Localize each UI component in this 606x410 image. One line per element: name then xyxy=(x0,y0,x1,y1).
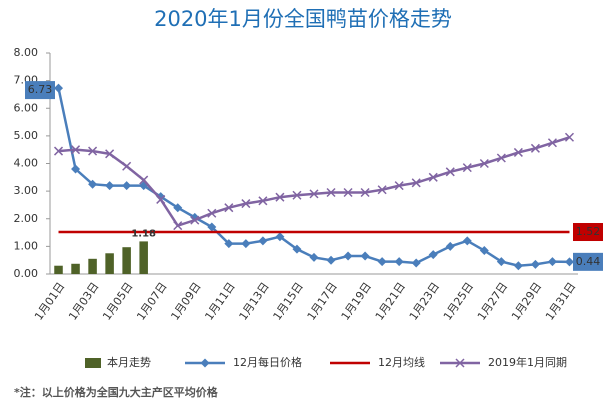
point xyxy=(207,222,217,232)
point xyxy=(513,147,523,157)
y-tick-label: 2.00 xyxy=(14,212,39,225)
point xyxy=(377,185,387,195)
point xyxy=(411,178,421,188)
point xyxy=(547,257,557,267)
point xyxy=(547,138,557,148)
point xyxy=(564,132,575,142)
bar xyxy=(122,247,131,274)
bar xyxy=(105,253,114,274)
point xyxy=(105,149,115,159)
point xyxy=(377,257,387,267)
legend-marker xyxy=(455,358,465,368)
point xyxy=(156,194,166,204)
y-tick-label: 6.00 xyxy=(14,101,39,114)
data-label: 0.44 xyxy=(576,255,601,268)
point xyxy=(71,164,81,174)
point xyxy=(530,143,540,153)
point xyxy=(411,258,421,268)
point xyxy=(445,241,455,251)
legend-label: 12月每日价格 xyxy=(233,355,302,369)
point xyxy=(122,161,132,171)
point xyxy=(479,246,489,256)
y-tick-label: 3.00 xyxy=(14,184,39,197)
point xyxy=(530,259,540,269)
y-tick-label: 8.00 xyxy=(14,46,39,59)
data-label: 1.18 xyxy=(131,228,156,239)
legend-label: 2019年1月同期 xyxy=(488,355,567,369)
point xyxy=(54,83,64,93)
bar xyxy=(139,241,148,274)
point xyxy=(564,257,574,267)
point xyxy=(496,153,506,163)
data-label-box xyxy=(25,81,55,100)
chart-title: 2020年1月份全国鸭苗价格走势 xyxy=(154,7,452,31)
point xyxy=(462,236,472,246)
point xyxy=(88,179,98,189)
point xyxy=(275,232,285,242)
point xyxy=(428,172,438,182)
point xyxy=(360,251,370,261)
point xyxy=(513,261,523,271)
data-label: 1.52 xyxy=(576,225,601,238)
point xyxy=(309,252,319,262)
legend-swatch xyxy=(85,358,101,368)
legend-marker xyxy=(200,358,210,368)
y-tick-label: 5.00 xyxy=(14,129,39,142)
point xyxy=(394,181,404,191)
point xyxy=(53,146,64,156)
point xyxy=(224,203,234,213)
point xyxy=(241,199,251,209)
point xyxy=(224,239,234,249)
point xyxy=(122,181,132,191)
point xyxy=(479,158,489,169)
point xyxy=(156,192,166,202)
point xyxy=(258,236,268,246)
point xyxy=(309,189,319,199)
point xyxy=(173,203,183,213)
legend-label: 本月走势 xyxy=(107,355,151,369)
point xyxy=(275,192,285,202)
point xyxy=(292,244,302,254)
data-label-box xyxy=(573,252,603,271)
legend-label: 12月均线 xyxy=(378,355,425,369)
data-label: 6.73 xyxy=(28,83,53,96)
point xyxy=(258,196,268,206)
point xyxy=(343,251,353,261)
point xyxy=(71,145,81,155)
y-tick-label: 0.00 xyxy=(14,267,39,280)
y-tick-label: 4.00 xyxy=(14,157,39,170)
point xyxy=(88,146,98,156)
bar xyxy=(88,258,97,274)
footnote: *注：以上价格为全国九大主产区平均价格 xyxy=(14,385,219,399)
point xyxy=(190,215,200,225)
point xyxy=(496,257,506,267)
data-label-box xyxy=(573,223,603,242)
bar xyxy=(71,263,80,274)
point xyxy=(394,257,404,267)
point xyxy=(173,221,183,231)
point xyxy=(343,187,353,198)
point xyxy=(428,250,438,260)
bar xyxy=(54,265,63,274)
point xyxy=(292,190,302,200)
point xyxy=(207,208,217,218)
point xyxy=(241,239,251,249)
point xyxy=(105,181,115,191)
y-tick-label: 1.00 xyxy=(14,239,39,252)
point xyxy=(139,175,149,185)
point xyxy=(326,255,336,265)
point xyxy=(462,163,472,173)
point xyxy=(445,167,455,177)
point xyxy=(326,187,336,198)
point xyxy=(360,187,370,198)
